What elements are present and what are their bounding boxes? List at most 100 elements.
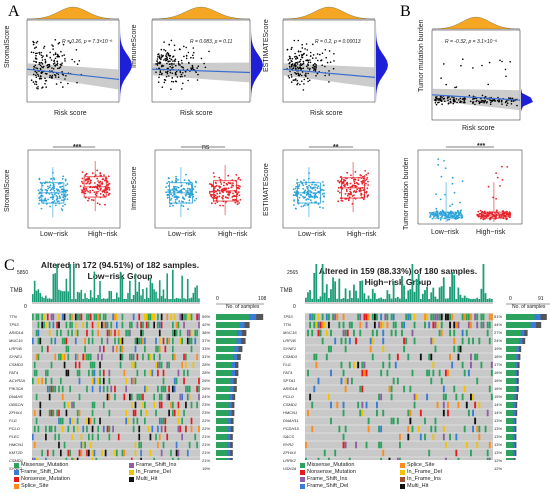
mutation-cell	[198, 385, 200, 393]
scatter-frame-immune	[151, 19, 251, 103]
tmb-bar-right	[363, 293, 366, 302]
box-point	[450, 212, 453, 215]
mutation-cell	[474, 313, 477, 321]
mutation-cell	[407, 353, 410, 361]
mutation-cell	[140, 337, 142, 345]
box-point	[237, 186, 240, 189]
box-point	[232, 198, 234, 201]
gene-percent: 13%	[494, 442, 503, 447]
box-point	[503, 215, 505, 218]
mutation-cell	[110, 321, 113, 329]
tmb-bar-right	[478, 299, 481, 302]
mutation-cell	[67, 329, 70, 337]
mutation-cell	[426, 313, 429, 321]
gene-percent: 27%	[494, 330, 503, 335]
mutation-cell	[123, 393, 126, 401]
scatter-point	[162, 65, 165, 67]
gene-name: TTN	[9, 314, 17, 319]
scatter-point	[54, 53, 57, 56]
gene-percent: 51%	[494, 314, 503, 319]
scatter-point	[35, 83, 38, 86]
scatter-point	[497, 96, 499, 99]
mutation-cell	[198, 313, 200, 321]
scatter-point	[447, 99, 449, 101]
tmb-bar-right	[317, 299, 320, 302]
gene-count-bar-frameshift	[534, 314, 541, 320]
mutation-cell	[407, 313, 410, 321]
mutation-cell	[463, 369, 466, 377]
mutation-cell	[413, 321, 416, 329]
legend-swatch	[129, 462, 134, 468]
box-point	[323, 195, 325, 198]
scatter-point	[301, 71, 304, 73]
gene-name: HMCN1	[283, 410, 298, 415]
scatter-point	[61, 71, 63, 73]
box-sig-1: ***	[73, 144, 82, 151]
tmb-bar-left	[69, 264, 71, 302]
mutation-cell	[104, 313, 107, 321]
scatter-point	[306, 77, 309, 80]
box-point	[66, 183, 69, 185]
tmb-bar-left	[177, 298, 180, 302]
scatter-point	[60, 64, 63, 66]
mutation-cell	[134, 409, 137, 417]
box-point	[210, 193, 213, 196]
tmb-bar-left	[76, 291, 79, 302]
tmb-bar-left	[164, 298, 167, 302]
box-point	[460, 217, 463, 219]
box-point	[300, 180, 302, 183]
box-point	[444, 193, 446, 196]
box-point	[350, 185, 353, 188]
mutation-cell	[54, 337, 57, 345]
mutation-cell	[382, 329, 385, 337]
legend-item: Multi_Hit	[400, 483, 500, 489]
scatter-point	[56, 55, 58, 58]
scatter-point	[301, 43, 304, 46]
gene-percent: 12%	[494, 466, 503, 471]
mutation-cell	[101, 337, 103, 345]
scatter-point	[161, 72, 163, 75]
mutation-cell	[134, 401, 137, 409]
scatter-point	[512, 100, 515, 102]
scatter-point	[174, 73, 177, 75]
gene-count-bar-missense	[216, 370, 232, 376]
scatter-point	[324, 74, 326, 77]
mutation-cell	[373, 313, 376, 321]
tmb-bar-left	[110, 291, 112, 302]
mutation-cell	[196, 329, 198, 337]
mutation-cell	[359, 409, 362, 417]
scatter-point	[35, 87, 38, 89]
scatter-point	[472, 98, 474, 100]
mutation-cell	[110, 385, 113, 393]
box-point	[360, 192, 362, 195]
mutation-cell	[457, 353, 460, 361]
mutation-cell	[461, 313, 464, 321]
scatter-point	[172, 60, 174, 62]
mutation-cell	[319, 329, 322, 337]
box-point	[188, 180, 191, 182]
legend-label: Frame_Shift_Ins	[307, 476, 348, 482]
mutation-cell	[179, 329, 182, 337]
panel-label-c: C	[4, 257, 15, 274]
mutation-cell	[76, 329, 79, 337]
scatter-point	[34, 64, 37, 67]
scatter-point	[180, 73, 183, 76]
mutation-cell	[91, 361, 94, 369]
scatter-point	[163, 41, 165, 43]
mutation-cell	[97, 313, 100, 321]
mutation-cell	[388, 353, 391, 361]
box-point	[169, 205, 171, 208]
tmb-bar-left	[151, 283, 154, 302]
mutation-cell	[361, 401, 364, 409]
scatter-point	[439, 97, 442, 99]
box-point	[300, 205, 303, 208]
scatter-point	[446, 97, 449, 99]
box-point	[173, 196, 176, 199]
scatter-point	[37, 88, 39, 90]
mutation-cell	[69, 313, 72, 321]
box-point	[361, 182, 364, 185]
tmb-bar-right	[332, 277, 334, 302]
mutation-cell	[453, 321, 456, 329]
box-point	[47, 187, 50, 190]
mutation-cell	[136, 393, 139, 401]
